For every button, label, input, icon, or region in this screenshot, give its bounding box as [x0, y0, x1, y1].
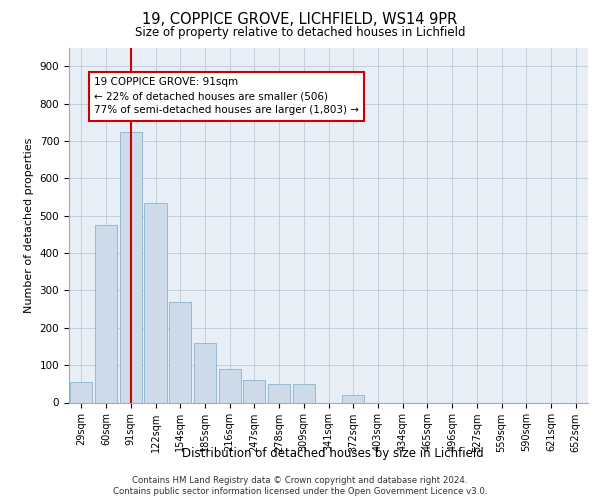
- Bar: [169, 302, 191, 402]
- Bar: [218, 369, 241, 402]
- Text: Distribution of detached houses by size in Lichfield: Distribution of detached houses by size …: [182, 448, 484, 460]
- Text: 19 COPPICE GROVE: 91sqm
← 22% of detached houses are smaller (506)
77% of semi-d: 19 COPPICE GROVE: 91sqm ← 22% of detache…: [94, 78, 359, 116]
- Bar: [95, 225, 117, 402]
- Bar: [243, 380, 265, 402]
- Y-axis label: Number of detached properties: Number of detached properties: [24, 138, 34, 312]
- Bar: [194, 342, 216, 402]
- Bar: [119, 132, 142, 402]
- Bar: [293, 384, 315, 402]
- Text: Contains HM Land Registry data © Crown copyright and database right 2024.: Contains HM Land Registry data © Crown c…: [132, 476, 468, 485]
- Text: Contains public sector information licensed under the Open Government Licence v3: Contains public sector information licen…: [113, 487, 487, 496]
- Bar: [145, 202, 167, 402]
- Bar: [342, 395, 364, 402]
- Bar: [268, 384, 290, 402]
- Text: 19, COPPICE GROVE, LICHFIELD, WS14 9PR: 19, COPPICE GROVE, LICHFIELD, WS14 9PR: [142, 12, 458, 28]
- Bar: [70, 382, 92, 402]
- Text: Size of property relative to detached houses in Lichfield: Size of property relative to detached ho…: [135, 26, 465, 39]
